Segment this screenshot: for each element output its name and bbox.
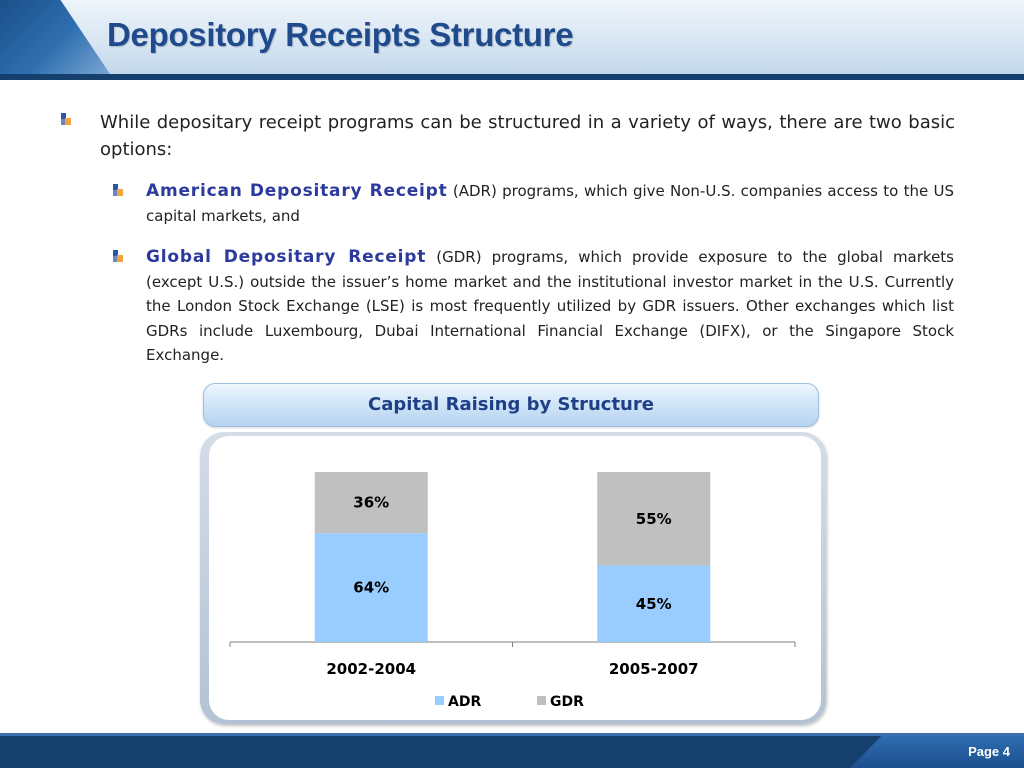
data-label: 45% (636, 595, 672, 613)
bar-adr-2 (597, 565, 711, 642)
bar-adr-1 (314, 533, 428, 642)
intro-paragraph: While depositary receipt programs can be… (100, 112, 955, 160)
header-banner: Depository Receipts Structure (0, 0, 1024, 74)
chart-panel: 64% 36% 2002-2004 45% 55% 2005-2007 ADR GDR (209, 436, 821, 720)
legend-label-gdr: GDR (550, 694, 584, 710)
bar-gdr-2 (597, 472, 711, 566)
sub-bullet-icon (113, 184, 123, 196)
data-label: 55% (636, 510, 672, 528)
sub-bullet-icon (113, 250, 123, 262)
data-label: 64% (353, 579, 389, 597)
chart-title: Capital Raising by Structure (368, 394, 654, 415)
legend-swatch-gdr (537, 696, 546, 705)
option-gdr-text: (GDR) programs, which provide exposure t… (146, 248, 954, 364)
option-adr-term: American Depositary Receipt (146, 181, 448, 201)
header-divider (0, 74, 1024, 80)
footer-accent-line (0, 733, 1024, 736)
x-tick-label: 2005-2007 (609, 660, 699, 678)
bar-gdr-1 (314, 472, 428, 534)
page-title: Depository Receipts Structure (107, 16, 574, 53)
header-wedge-decoration (0, 0, 110, 74)
data-label: 36% (353, 494, 389, 512)
stacked-bar-chart: 64% 36% 2002-2004 45% 55% 2005-2007 ADR GDR (229, 472, 796, 710)
chart-frame: 64% 36% 2002-2004 45% 55% 2005-2007 ADR GDR (200, 432, 826, 724)
footer-page-tab (850, 736, 1024, 768)
chart-title-banner: Capital Raising by Structure (203, 383, 819, 427)
option-adr-text: (ADR) programs, which give Non-U.S. comp… (146, 182, 954, 225)
page-number: Page 4 (968, 744, 1010, 759)
option-gdr-term: Global Depositary Receipt (146, 247, 427, 267)
option-gdr: Global Depositary Receipt (GDR) programs… (146, 245, 954, 368)
legend-swatch-adr (435, 696, 444, 705)
option-adr: American Depositary Receipt (ADR) progra… (146, 179, 954, 229)
legend-label-adr: ADR (448, 694, 481, 710)
footer-bar (0, 736, 1024, 768)
x-tick-label: 2002-2004 (326, 660, 416, 678)
bullet-icon (61, 113, 71, 125)
